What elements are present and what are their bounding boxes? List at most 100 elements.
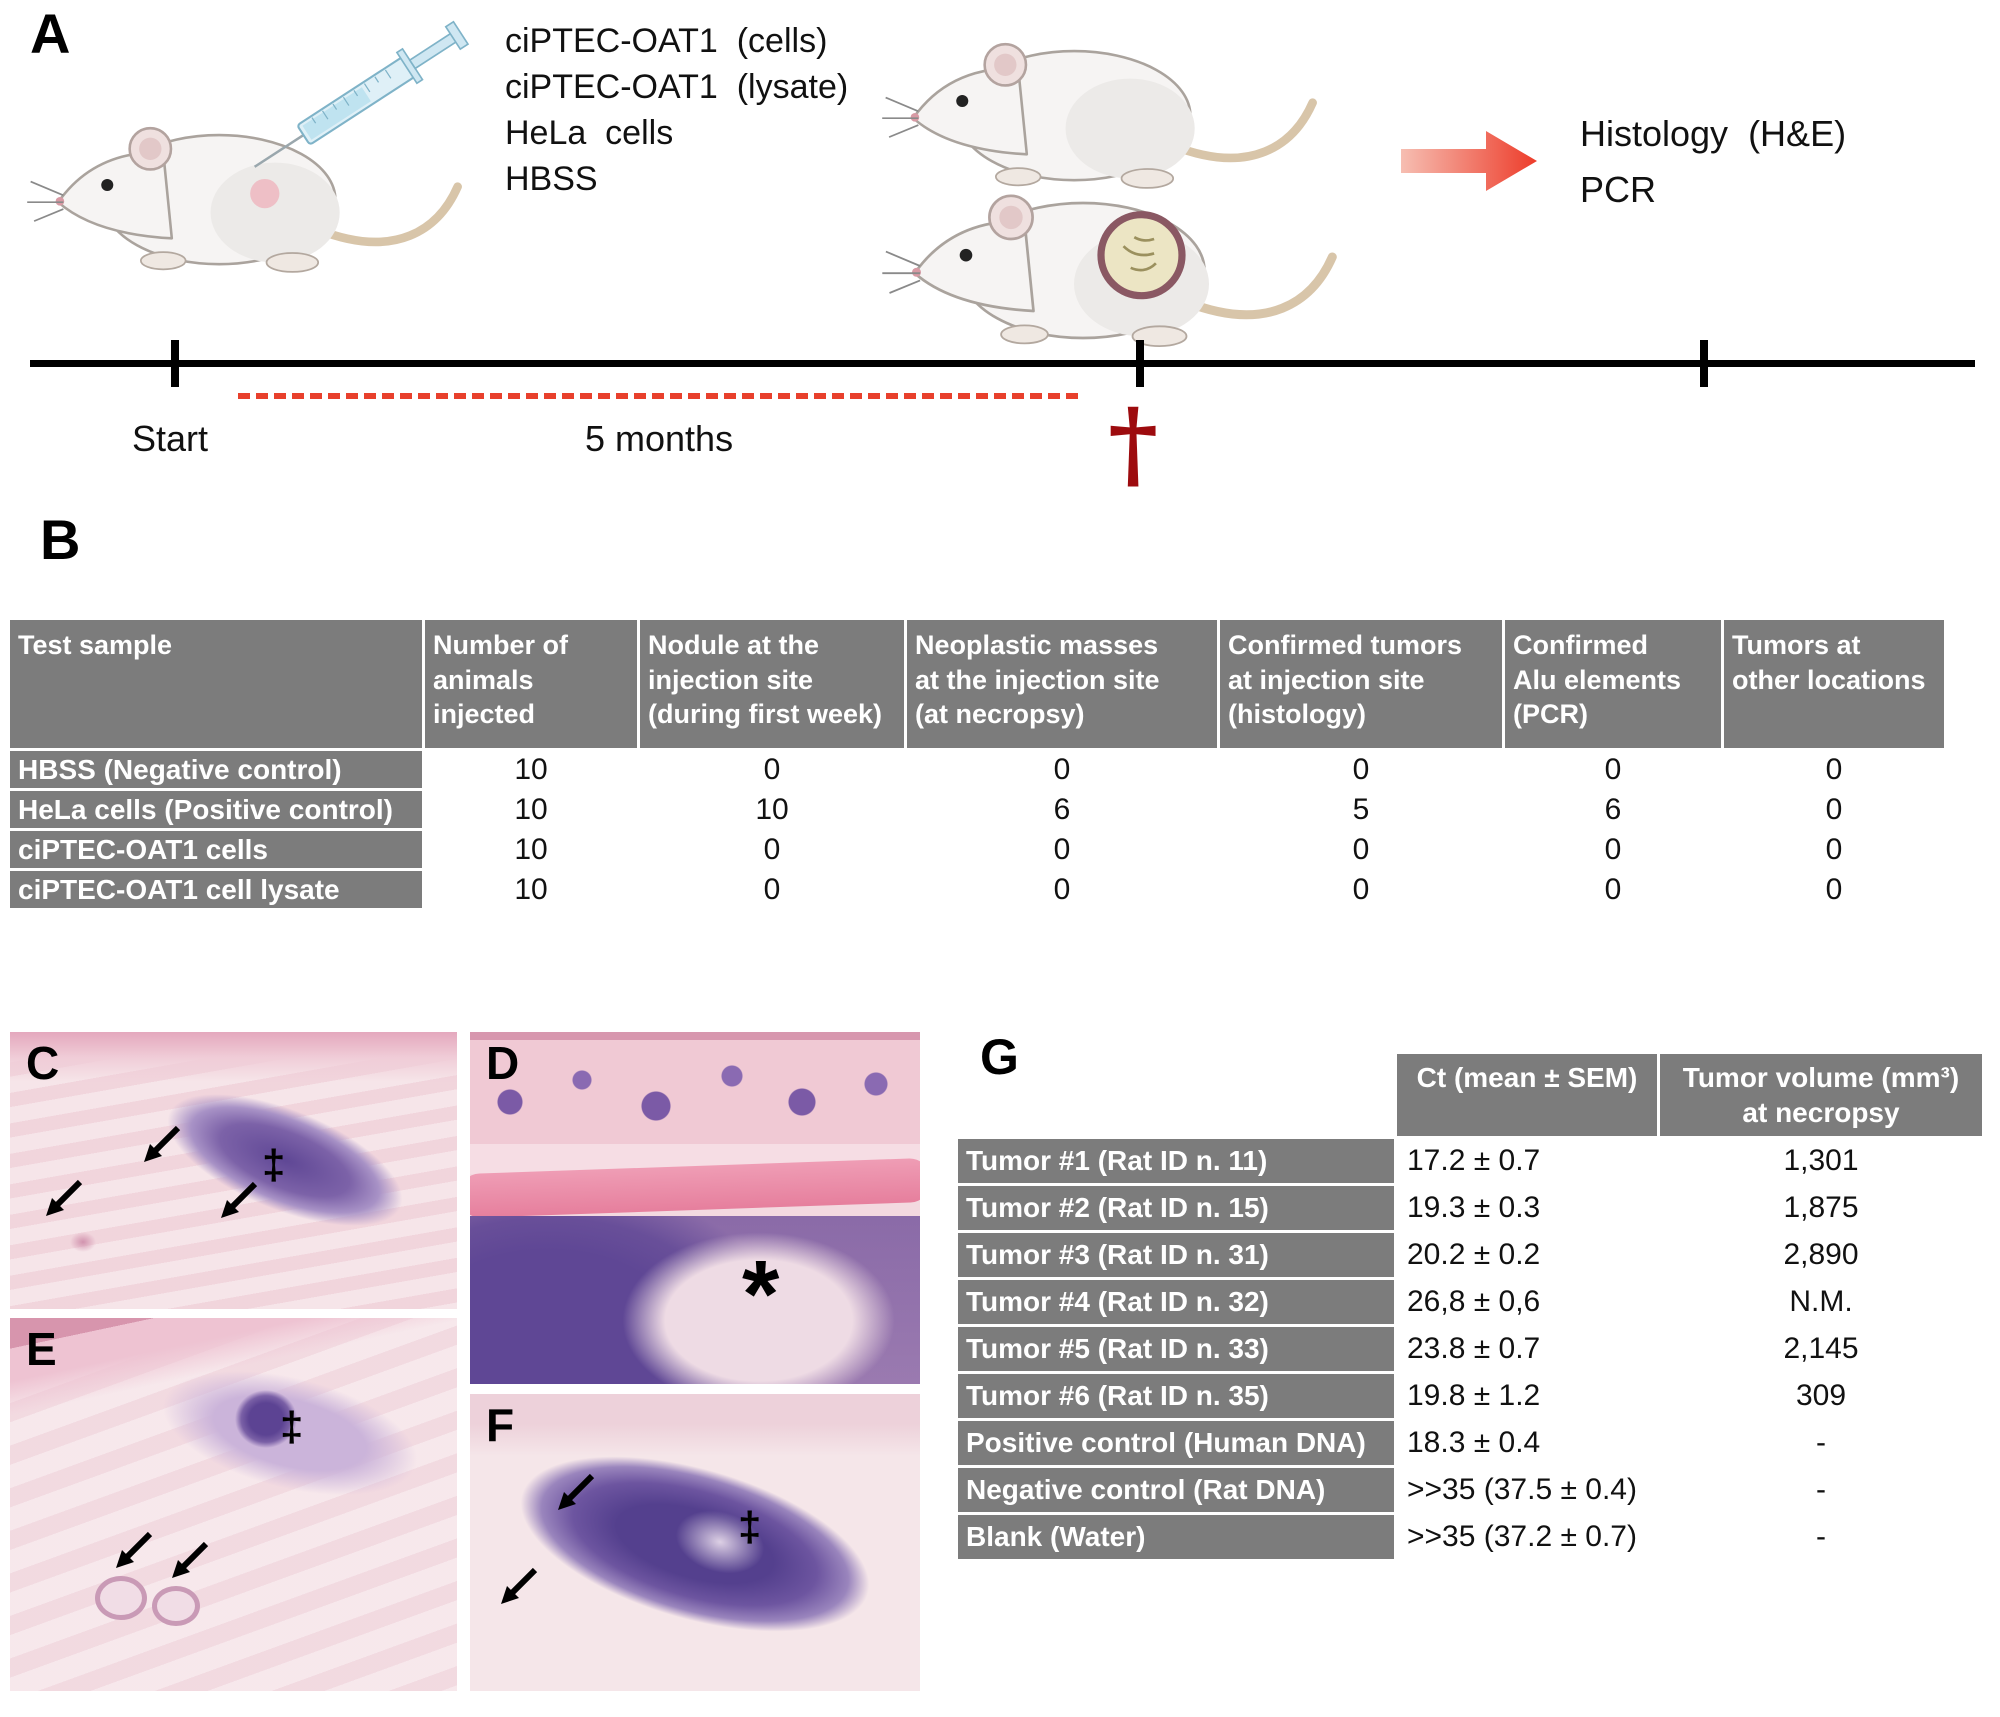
timeline-bar (30, 360, 1975, 367)
row-label: Tumor #2 (Rat ID n. 15) (958, 1186, 1394, 1230)
injection-site-spot (250, 178, 280, 209)
row-label: Tumor #5 (Rat ID n. 33) (958, 1327, 1394, 1371)
table-cell: 0 (1724, 831, 1944, 868)
tumorigenicity-table: Test sample Number of animals injected N… (10, 620, 1944, 908)
column-header: Confirmed tumors at injection site (hist… (1220, 620, 1502, 748)
asterisk-mark: * (742, 1241, 780, 1348)
column-header: Number of animals injected (425, 620, 637, 748)
column-header: Confirmed Alu elements (PCR) (1505, 620, 1721, 748)
row-label: ciPTEC-OAT1 cell lysate (10, 871, 422, 908)
column-header: Neoplastic masses at the injection site … (907, 620, 1217, 748)
row-label: ciPTEC-OAT1 cells (10, 831, 422, 868)
table-cell: 0 (907, 871, 1217, 908)
timeline-tick-start (171, 340, 179, 387)
row-label: HBSS (Negative control) (10, 751, 422, 788)
injection-samples-list: ciPTEC-OAT1 (cells) ciPTEC-OAT1 (lysate)… (505, 18, 848, 202)
ct-value: 19.8 ± 1.2 (1397, 1374, 1657, 1418)
empty-header-cell (958, 1054, 1394, 1136)
timeline-tick-end (1700, 340, 1708, 387)
panel-c-label: C (26, 1037, 60, 1089)
table-cell: 0 (640, 751, 904, 788)
table-cell: 6 (1505, 791, 1721, 828)
volume-value: - (1660, 1515, 1982, 1559)
table-cell: 0 (907, 831, 1217, 868)
table-cell: 0 (1724, 751, 1944, 788)
panel-a-label: A (30, 2, 71, 65)
row-label: Tumor #1 (Rat ID n. 11) (958, 1139, 1394, 1183)
table-cell: 0 (1724, 871, 1944, 908)
tissue-ring (152, 1586, 200, 1626)
panel-e-label: E (26, 1323, 57, 1375)
row-label: Tumor #6 (Rat ID n. 35) (958, 1374, 1394, 1418)
sample-item: ciPTEC-OAT1 (cells) (505, 22, 828, 60)
table-cell: 5 (1220, 791, 1502, 828)
ct-value: >>35 (37.2 ± 0.7) (1397, 1515, 1657, 1559)
volume-value: 2,890 (1660, 1233, 1982, 1277)
panel-d-label: D (486, 1037, 520, 1089)
table-cell: 0 (1724, 791, 1944, 828)
table-cell: 10 (425, 791, 637, 828)
histology-image-f: F ‡ (470, 1394, 920, 1691)
ct-value: >>35 (37.5 ± 0.4) (1397, 1468, 1657, 1512)
histology-image-c: C ‡ (10, 1032, 457, 1309)
row-label: HeLa cells (Positive control) (10, 791, 422, 828)
double-dagger-mark: ‡ (738, 1503, 762, 1550)
ct-value: 19.3 ± 0.3 (1397, 1186, 1657, 1230)
table-cell: 0 (1505, 871, 1721, 908)
volume-value: 309 (1660, 1374, 1982, 1418)
panel-f-label: F (486, 1399, 515, 1451)
volume-value: N.M. (1660, 1280, 1982, 1324)
arrow-icon (501, 1567, 538, 1604)
histology-image-d: D * (470, 1032, 920, 1384)
panel-g-label: G (980, 1029, 1019, 1085)
double-dagger-mark: ‡ (262, 1141, 286, 1188)
table-cell: 0 (1505, 831, 1721, 868)
volume-value: - (1660, 1421, 1982, 1465)
pcr-results-table: Ct (mean ± SEM) Tumor volume (mm³) at ne… (958, 1054, 1982, 1559)
column-header: Test sample (10, 620, 422, 748)
sample-item: HeLa cells (505, 114, 674, 152)
panel-b-label: B (40, 508, 81, 571)
table-cell: 6 (907, 791, 1217, 828)
volume-value: 2,145 (1660, 1327, 1982, 1371)
output-item: PCR (1580, 169, 1657, 210)
column-header: Tumor volume (mm³) at necropsy (1660, 1054, 1982, 1136)
tissue-ring (95, 1576, 147, 1620)
hair-follicles-region (470, 1046, 920, 1150)
column-header: Tumors at other locations (1724, 620, 1944, 748)
double-dagger-mark: ‡ (280, 1403, 304, 1450)
table-cell: 10 (425, 831, 637, 868)
table-cell: 0 (1505, 751, 1721, 788)
timeline-start-label: Start (132, 418, 209, 459)
five-month-dashed-line (238, 393, 1078, 399)
table-cell: 0 (907, 751, 1217, 788)
ct-value: 17.2 ± 0.7 (1397, 1139, 1657, 1183)
timeline-tick-necropsy (1136, 340, 1144, 387)
volume-value: 1,875 (1660, 1186, 1982, 1230)
arrow-icon (172, 1541, 209, 1578)
row-label: Positive control (Human DNA) (958, 1421, 1394, 1465)
table-cell: 0 (640, 831, 904, 868)
ct-value: 20.2 ± 0.2 (1397, 1233, 1657, 1277)
ct-value: 26,8 ± 0,6 (1397, 1280, 1657, 1324)
timeline-duration-label: 5 months (585, 418, 734, 459)
analysis-outputs: Histology (H&E) PCR (1580, 106, 1846, 218)
arrow-icon (144, 1125, 181, 1162)
sample-item: HBSS (505, 160, 598, 198)
arrow-icon (221, 1181, 258, 1218)
arrow-icon (116, 1531, 153, 1568)
workflow-arrow-icon (1395, 126, 1547, 196)
output-item: Histology (H&E) (1580, 113, 1847, 154)
death-cross-icon: † (1108, 387, 1159, 500)
arrow-icon (46, 1179, 83, 1216)
muscle-layer-region (470, 1157, 920, 1219)
histology-image-e: E ‡ (10, 1318, 457, 1691)
row-label: Tumor #3 (Rat ID n. 31) (958, 1233, 1394, 1277)
tumor-nodule-region (235, 1390, 297, 1448)
tissue-detail (70, 1232, 96, 1252)
table-cell: 0 (1220, 751, 1502, 788)
arrow-icon (558, 1473, 595, 1510)
table-cell: 0 (1220, 831, 1502, 868)
table-cell: 10 (640, 791, 904, 828)
